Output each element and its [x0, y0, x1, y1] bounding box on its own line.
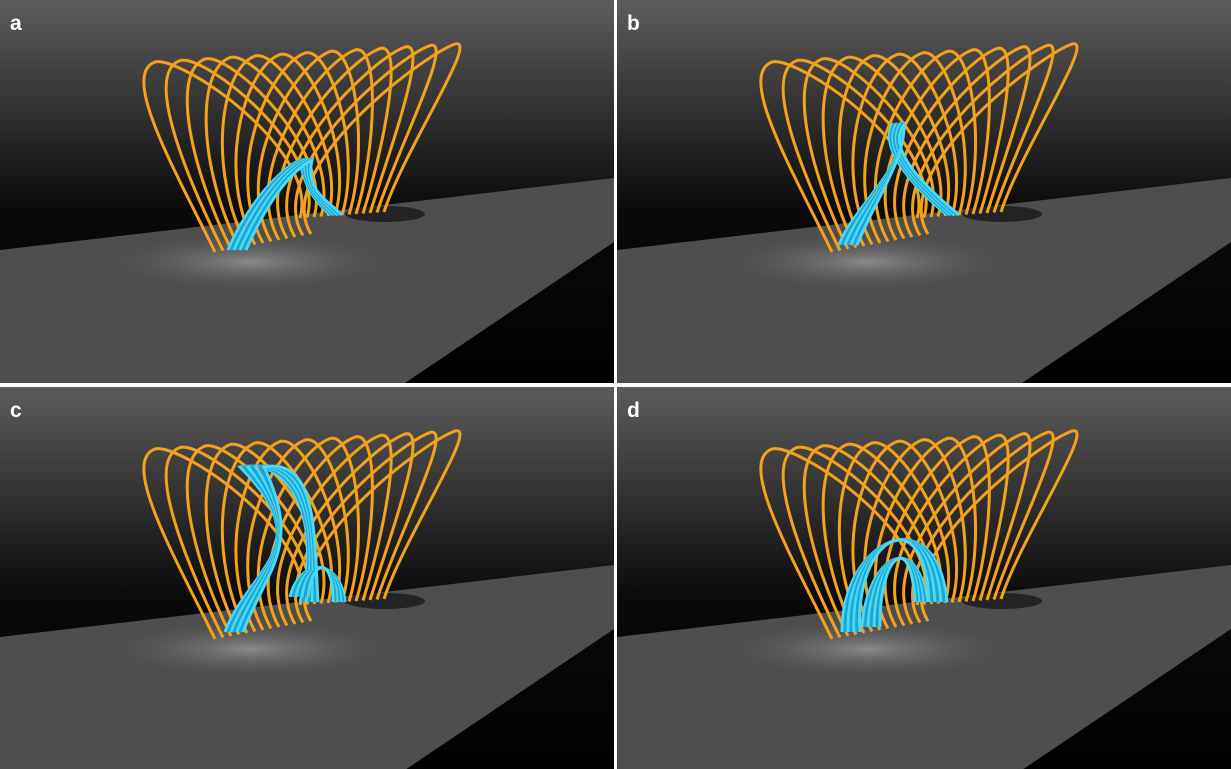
panel-label: c	[10, 399, 22, 422]
panel-label: b	[627, 12, 640, 35]
panel: a	[0, 0, 614, 383]
magnetogram-spots	[110, 621, 390, 677]
panel: d	[617, 387, 1231, 769]
panel-label: d	[627, 399, 640, 422]
panel-label: a	[10, 12, 22, 35]
panel: c	[0, 387, 614, 769]
magnetogram-spots	[727, 234, 1007, 290]
figure: a b c d	[0, 0, 1231, 769]
panel: b	[617, 0, 1231, 383]
magnetogram-spots	[727, 621, 1007, 677]
